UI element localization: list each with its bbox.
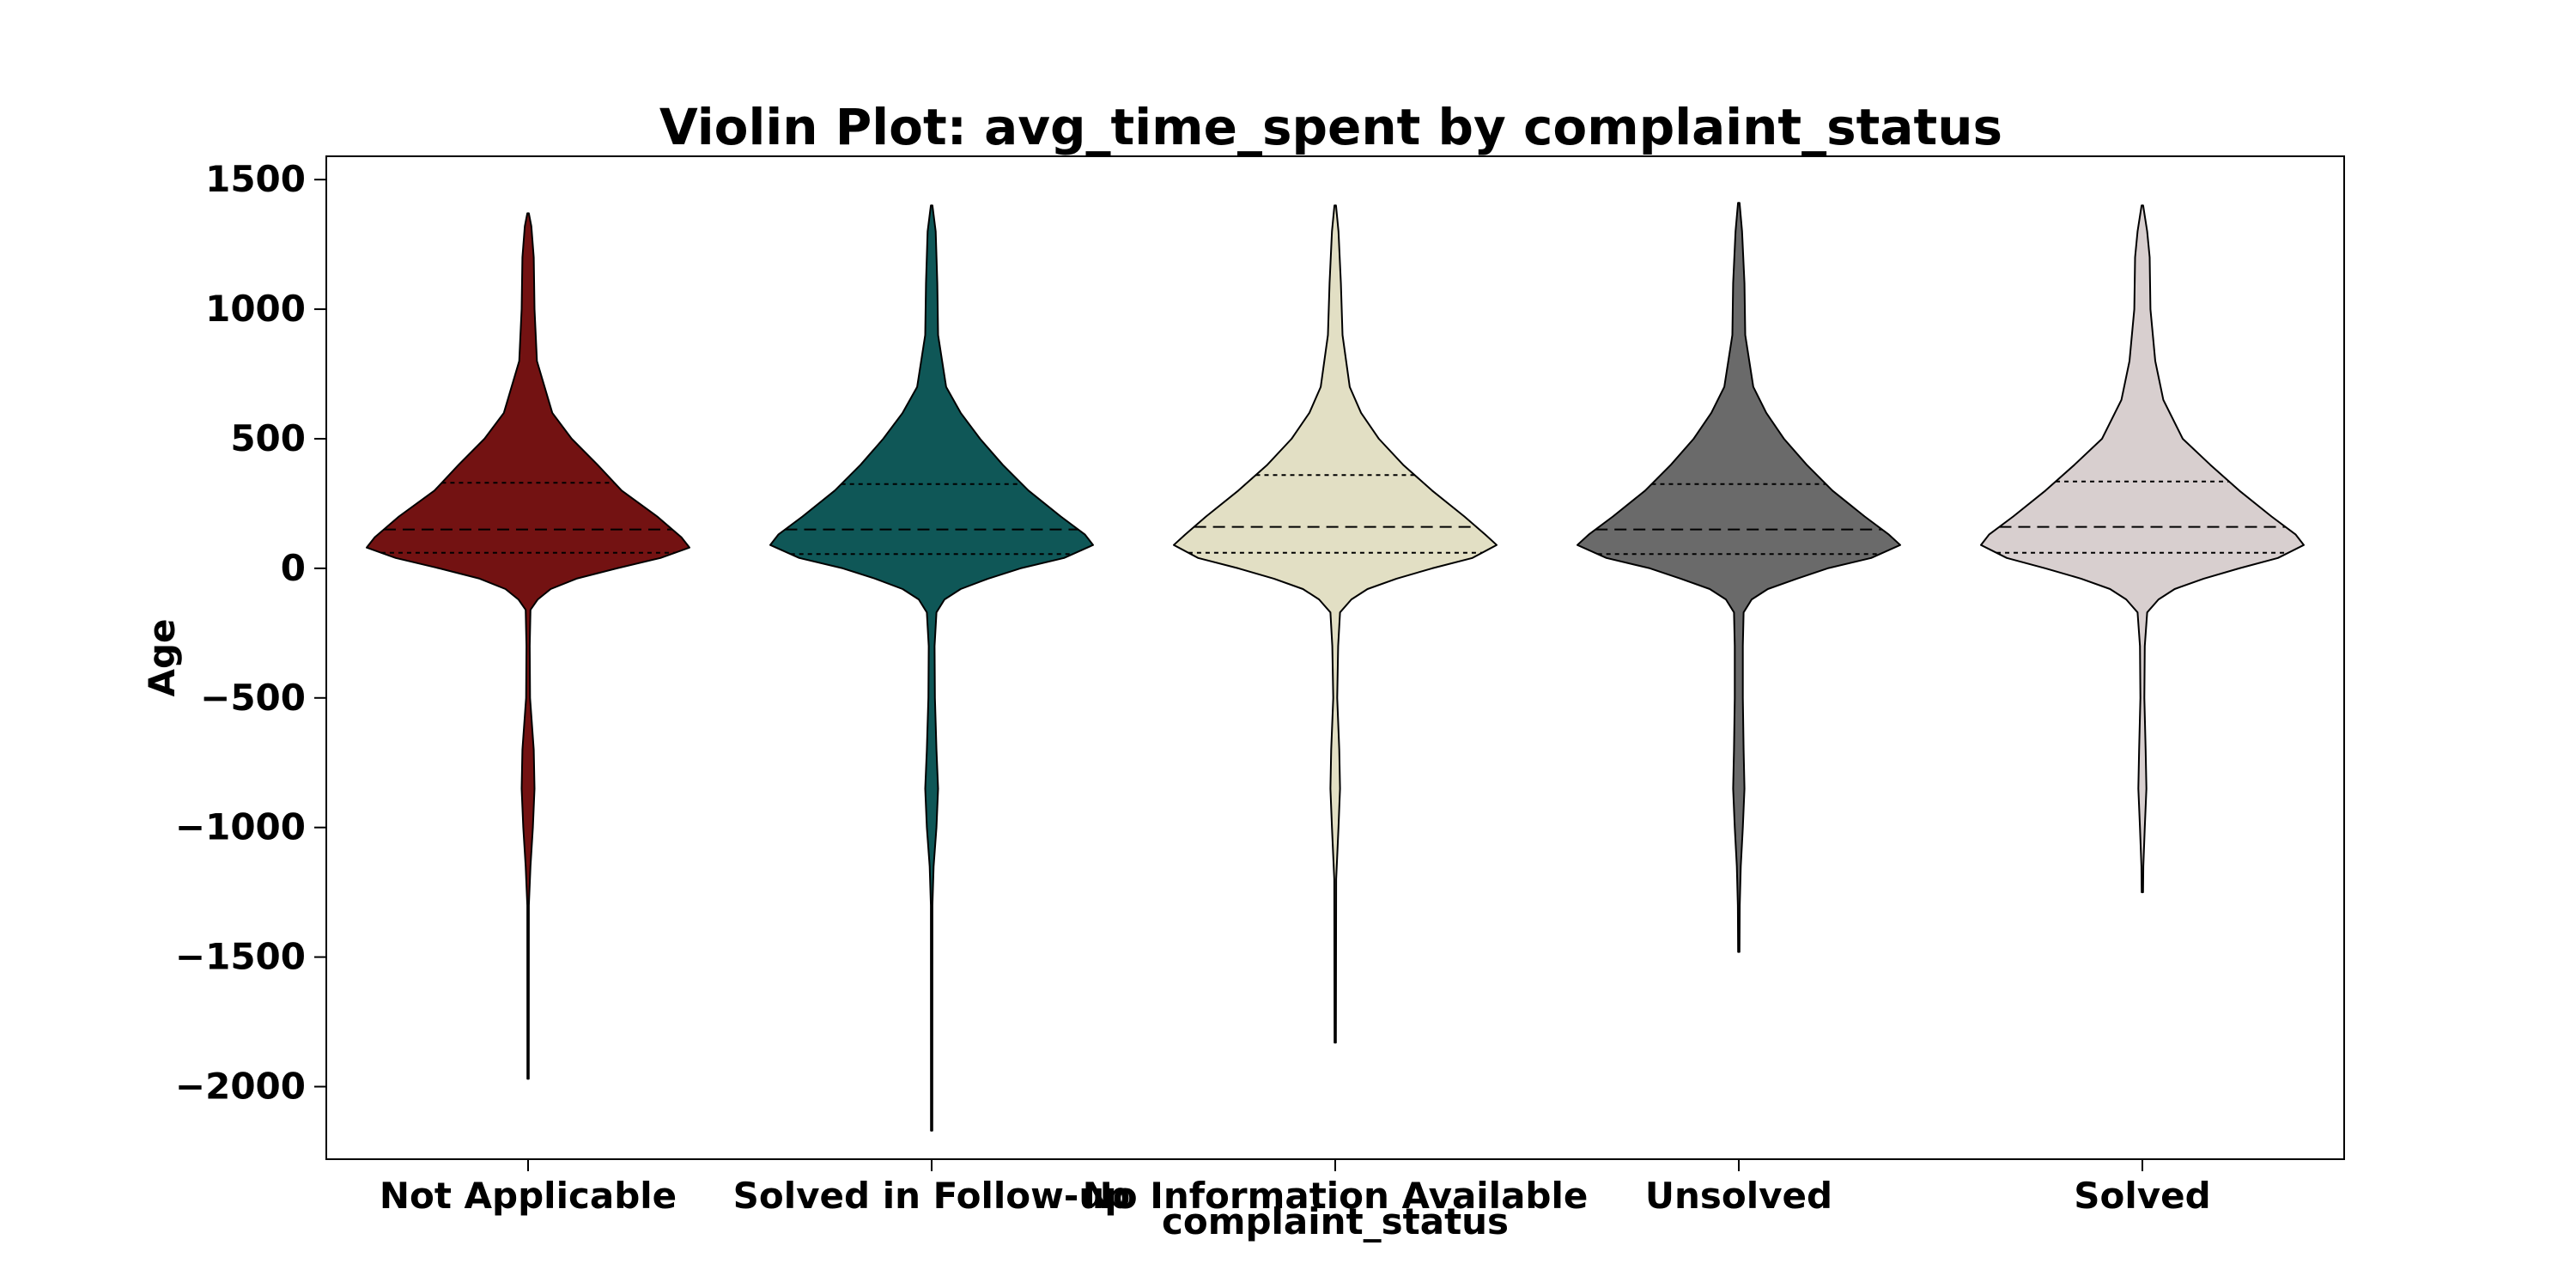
y-tick-label: 500	[230, 417, 306, 459]
y-tick-label: −1000	[175, 806, 306, 848]
violin-body	[366, 212, 690, 1080]
y-tick-label: −2000	[175, 1065, 306, 1107]
x-tick-label: Unsolved	[1645, 1175, 1832, 1217]
violins-group	[366, 202, 2305, 1132]
x-tick-label: No Information Available	[1083, 1175, 1589, 1217]
y-tick-label: −1500	[175, 936, 306, 978]
y-axis-label: Age	[141, 618, 183, 696]
violin-body	[1577, 202, 1901, 953]
y-tick-label: 1000	[205, 288, 306, 330]
y-tick-label: 0	[281, 547, 306, 589]
violin-body	[1173, 204, 1498, 1044]
y-axis-ticks: 1500 1000 500 0 −500 −1000 −1500 −2000	[175, 158, 326, 1107]
chart-title: Violin Plot: avg_time_spent by complaint…	[659, 98, 2002, 156]
violin-body	[769, 204, 1094, 1132]
y-tick-label: −500	[200, 677, 306, 719]
x-tick-label: Not Applicable	[380, 1175, 677, 1217]
x-tick-label: Solved in Follow-up	[733, 1175, 1131, 1217]
y-tick-label: 1500	[205, 158, 306, 200]
x-tick-label: Solved	[2074, 1175, 2210, 1217]
x-axis-label: complaint_status	[1162, 1200, 1509, 1242]
violin-body	[1980, 204, 2305, 894]
plot-frame	[325, 155, 2345, 1160]
